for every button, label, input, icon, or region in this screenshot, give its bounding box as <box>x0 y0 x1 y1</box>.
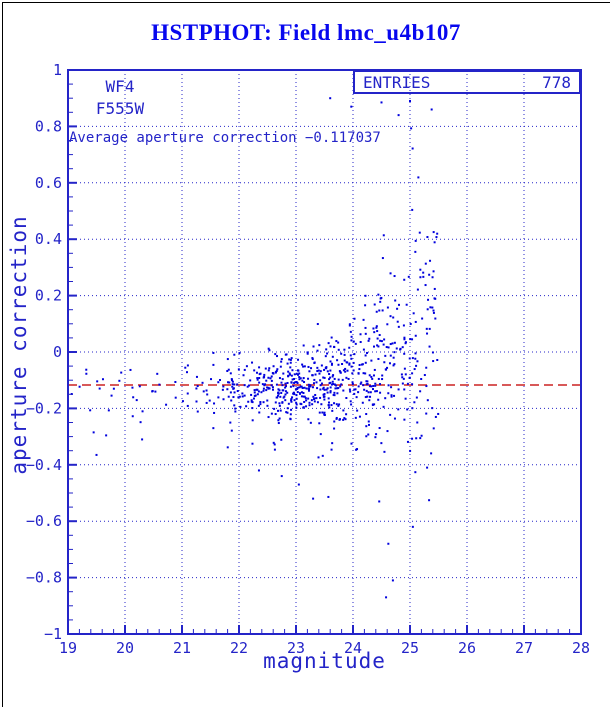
svg-text:0.4: 0.4 <box>35 230 62 248</box>
svg-text:22: 22 <box>230 639 248 657</box>
svg-text:−1: −1 <box>44 625 62 643</box>
svg-text:26: 26 <box>458 639 476 657</box>
svg-text:−0.4: −0.4 <box>26 456 62 474</box>
svg-text:1: 1 <box>53 61 62 79</box>
svg-text:28: 28 <box>572 639 590 657</box>
svg-text:27: 27 <box>515 639 533 657</box>
svg-text:21: 21 <box>173 639 191 657</box>
svg-text:24: 24 <box>344 639 362 657</box>
entries-value: 778 <box>542 72 571 92</box>
entries-label: ENTRIES <box>363 72 431 92</box>
x-axis-label: magnitude <box>263 649 386 673</box>
svg-text:0: 0 <box>53 343 62 361</box>
filter-label: F555W <box>95 99 145 118</box>
svg-text:0.8: 0.8 <box>35 117 62 135</box>
svg-text:−0.2: −0.2 <box>26 399 62 417</box>
svg-text:−0.6: −0.6 <box>26 512 62 530</box>
entries-box: ENTRIES 778 <box>353 70 581 94</box>
svg-text:0.6: 0.6 <box>35 174 62 192</box>
svg-text:25: 25 <box>401 639 419 657</box>
svg-text:0.2: 0.2 <box>35 287 62 305</box>
svg-text:19: 19 <box>59 639 77 657</box>
svg-text:−0.8: −0.8 <box>26 569 62 587</box>
svg-text:20: 20 <box>116 639 134 657</box>
detector-label: WF4 <box>105 77 135 96</box>
svg-text:23: 23 <box>287 639 305 657</box>
average-correction-text: Average aperture correction −0.117037 <box>69 130 381 146</box>
plot-title: HSTPHOT: Field lmc_u4b107 <box>151 20 461 45</box>
